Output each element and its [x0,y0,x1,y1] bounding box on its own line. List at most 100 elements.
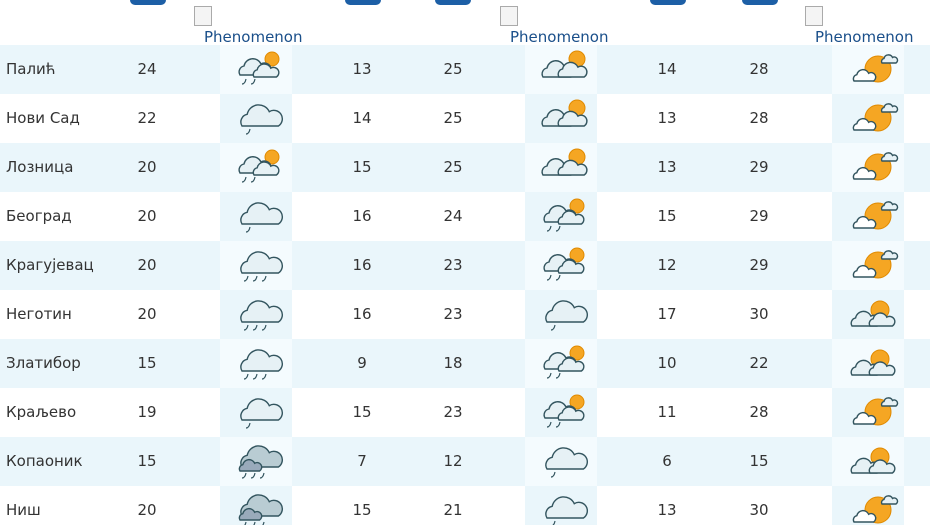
temperature: 29 [749,256,769,274]
header-tab [345,0,381,5]
table-row: Крагујевац 20 16 23 12 29 [0,241,930,290]
table-row: Неготин 20 16 23 17 30 [0,290,930,339]
phenomenon-header: Phenomenon [805,6,914,46]
table-row: Лозница 20 15 25 13 29 [0,143,930,192]
weather-icon [220,241,292,290]
temperature: 28 [749,60,769,78]
temperature: 15 [352,403,372,421]
weather-icon [832,192,904,241]
temperature: 15 [352,501,372,519]
city-name: Копаоник [6,452,83,470]
temperature: 6 [662,452,672,470]
weather-icon [220,45,292,94]
icon [852,103,899,132]
temperature: 23 [443,403,463,421]
temperature: 28 [749,403,769,421]
table-row: Нови Сад 22 14 25 13 28 [0,94,930,143]
temperature: 25 [443,60,463,78]
icon [852,397,899,426]
table-row: Београд 20 16 24 15 29 [0,192,930,241]
weather-icon [832,486,904,525]
table-row: Златибор 15 9 18 10 22 [0,339,930,388]
icon [541,99,588,127]
temperature: 14 [657,60,677,78]
temperature: 29 [749,158,769,176]
icon [541,50,588,78]
icon [543,345,585,379]
weather-icon [220,339,292,388]
weather-icon [832,241,904,290]
temperature: 15 [137,452,157,470]
icon [852,495,899,524]
weather-icon [525,437,597,486]
temperature: 13 [657,501,677,519]
weather-icon [832,388,904,437]
temperature: 23 [443,305,463,323]
icon [852,54,899,83]
weather-icon [220,192,292,241]
temperature: 22 [137,109,157,127]
temperature: 25 [443,158,463,176]
city-name: Неготин [6,305,72,323]
table-row: Ниш 20 15 21 13 30 [0,486,930,525]
icon [543,394,585,428]
weather-icon [220,437,292,486]
icon [850,447,896,474]
weather-icon [525,290,597,339]
temperature: 30 [749,501,769,519]
broken-image [194,6,212,26]
weather-icon [525,94,597,143]
icon [240,300,283,331]
weather-icon [832,290,904,339]
weather-icon [525,339,597,388]
temperature: 15 [657,207,677,225]
icon [543,247,585,281]
city-name: Краљево [6,403,77,421]
temperature: 23 [443,256,463,274]
temperature: 30 [749,305,769,323]
broken-image [805,6,823,26]
header-label: Phenomenon [510,28,609,46]
weather-icon [220,486,292,525]
temperature: 16 [352,305,372,323]
temperature: 29 [749,207,769,225]
weather-icon [832,339,904,388]
temperature: 12 [657,256,677,274]
temperature: 20 [137,501,157,519]
icon [240,349,283,380]
temperature: 13 [657,109,677,127]
temperature: 11 [657,403,677,421]
weather-icon [832,94,904,143]
city-name: Златибор [6,354,81,372]
weather-icon [525,192,597,241]
broken-image [500,6,518,26]
header-tab [742,0,778,5]
temperature: 9 [357,354,367,372]
weather-icon [525,45,597,94]
temperature: 13 [352,60,372,78]
icon [852,152,899,181]
temperature: 20 [137,207,157,225]
header-tab [130,0,166,5]
city-name: Крагујевац [6,256,94,274]
temperature: 7 [357,452,367,470]
weather-icon [220,143,292,192]
city-name: Београд [6,207,72,225]
icon [238,445,283,479]
icon [545,447,588,478]
icon [240,398,283,429]
city-name: Палић [6,60,56,78]
temperature: 22 [749,354,769,372]
temperature: 16 [352,256,372,274]
icon [240,202,283,233]
temperature: 14 [352,109,372,127]
temperature: 12 [443,452,463,470]
temperature: 16 [352,207,372,225]
icon [850,300,896,327]
table-row: Краљево 19 15 23 11 28 [0,388,930,437]
phenomenon-header: Phenomenon [500,6,609,46]
icon [852,201,899,230]
icon [545,496,588,525]
icon [545,300,588,331]
